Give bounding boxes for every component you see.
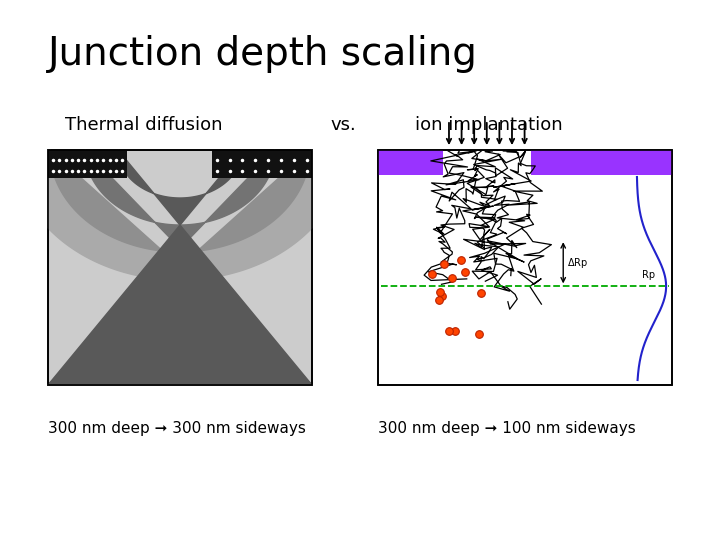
Bar [48,150,127,178]
Text: Rp: Rp [642,271,655,280]
Polygon shape [48,150,312,385]
Text: $\Delta$Rp: $\Delta$Rp [567,256,588,270]
Text: ion implantation: ion implantation [415,116,562,134]
Bar [378,150,672,385]
Polygon shape [48,150,312,385]
Text: vs.: vs. [330,116,356,134]
Polygon shape [48,150,312,385]
Bar [378,150,443,175]
Text: Thermal diffusion: Thermal diffusion [65,116,222,134]
Text: 300 nm deep ➞ 300 nm sideways: 300 nm deep ➞ 300 nm sideways [48,421,306,435]
Bar [531,150,672,175]
Bar [48,150,312,385]
Text: Junction depth scaling: Junction depth scaling [48,35,478,73]
Text: 300 nm deep ➞ 100 nm sideways: 300 nm deep ➞ 100 nm sideways [378,421,636,435]
Bar [378,150,672,385]
Bar [48,150,312,385]
Polygon shape [48,150,312,385]
Bar [212,150,312,178]
